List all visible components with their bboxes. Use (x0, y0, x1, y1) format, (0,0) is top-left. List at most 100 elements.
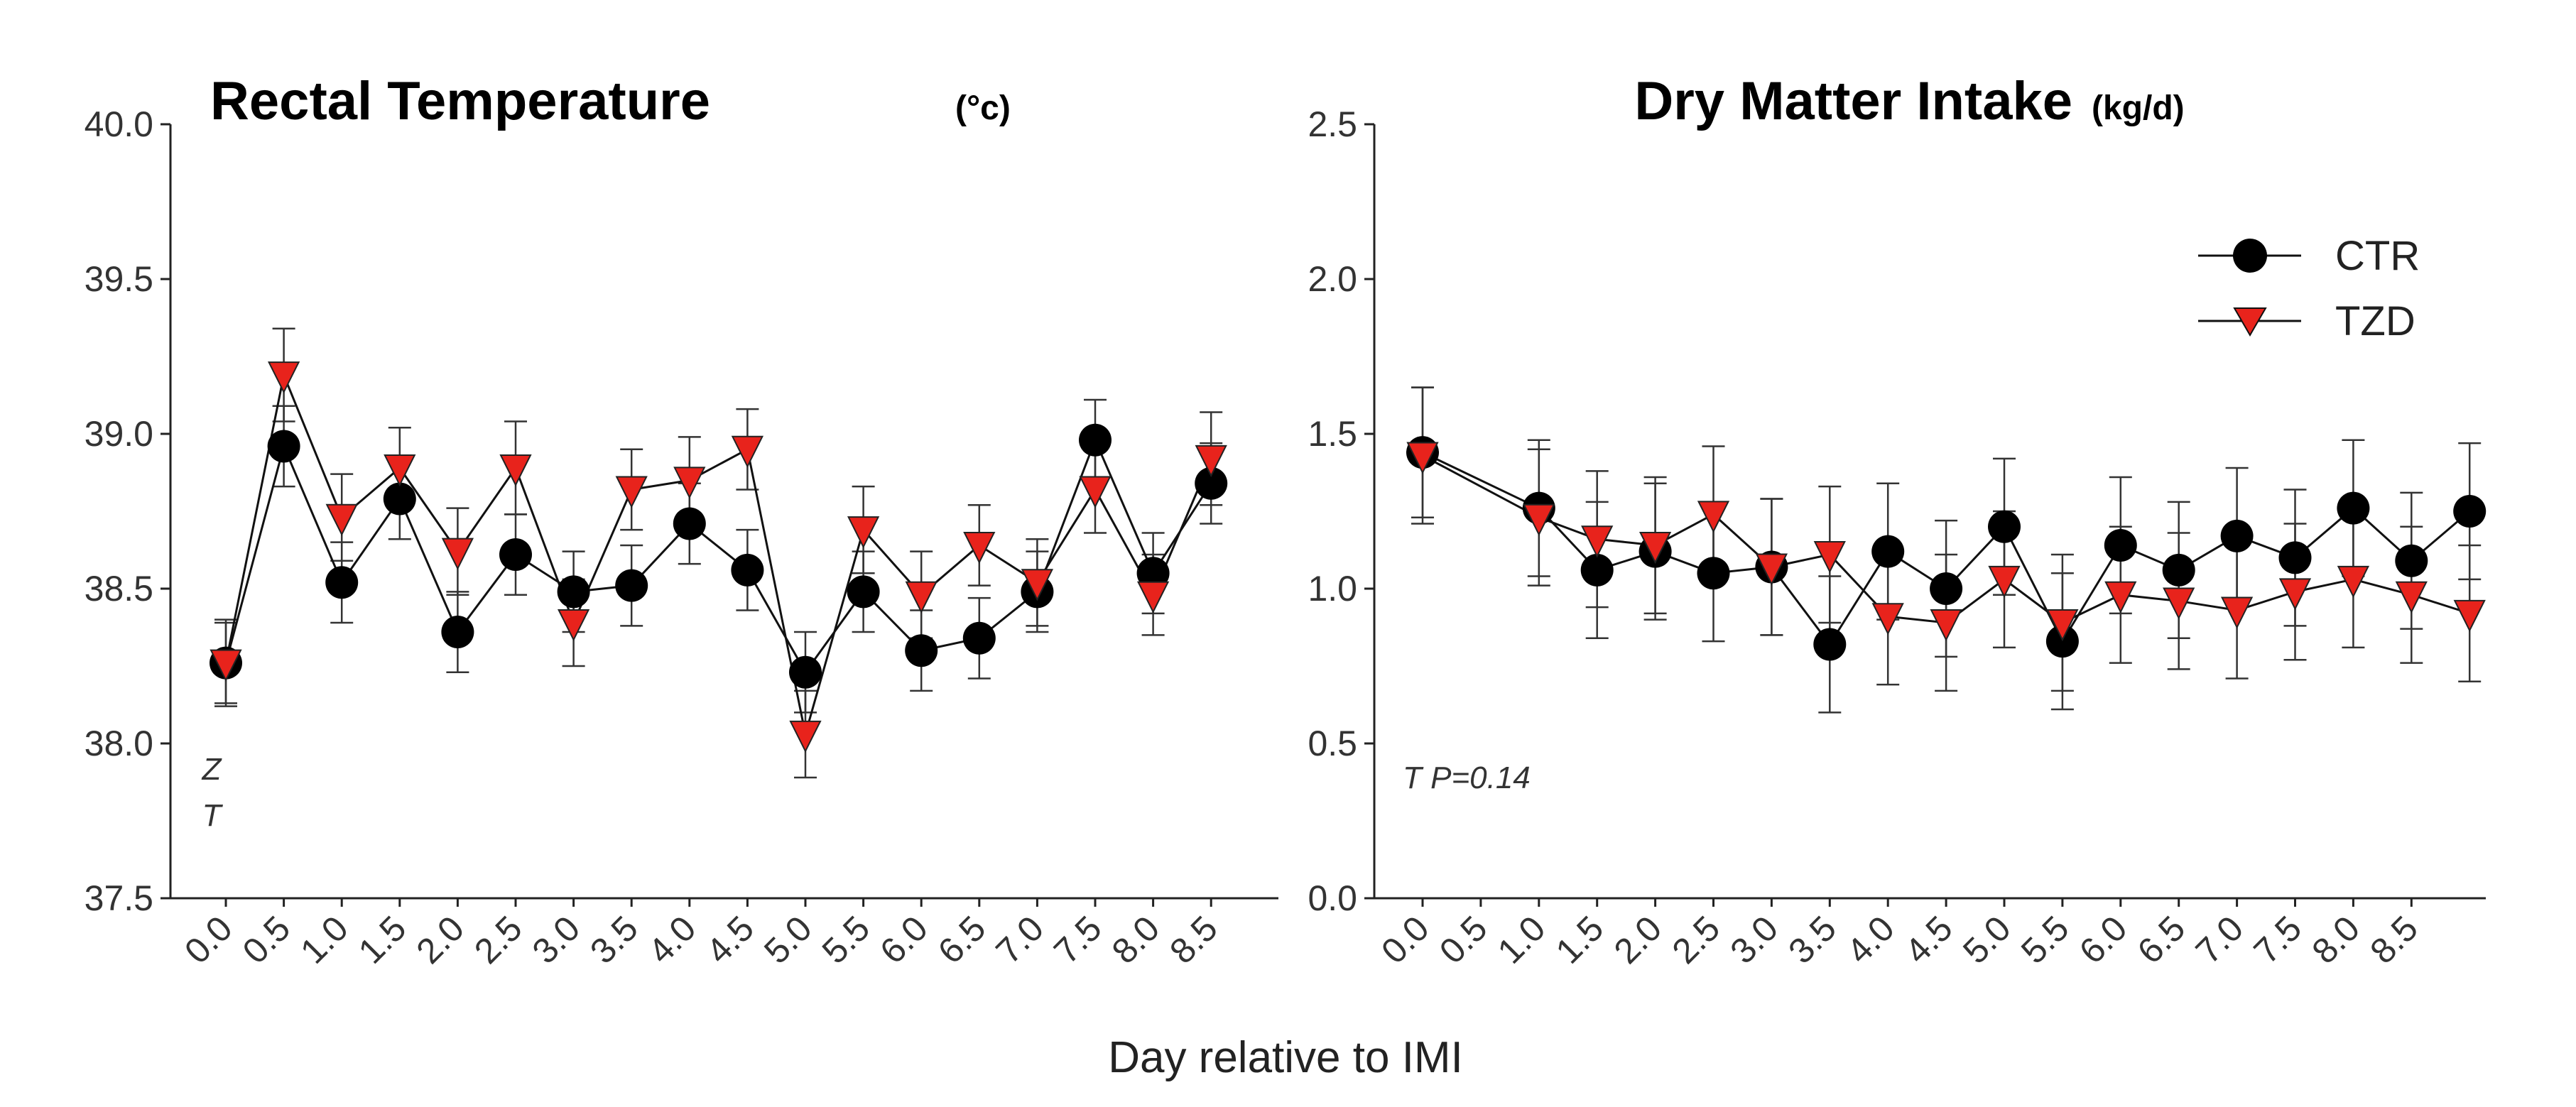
tzd-data-point (2220, 596, 2254, 629)
y-tick-label: 39.0 (85, 414, 153, 454)
y-tick-label: 40.0 (85, 104, 153, 144)
x-tick-label: 6.5 (2130, 908, 2193, 971)
tzd-data-point (557, 609, 590, 642)
x-tick-label: 0.0 (1374, 908, 1437, 971)
x-tick-label: 1.0 (293, 908, 356, 971)
x-tick-label: 2.5 (467, 908, 530, 971)
x-tick-label: 1.0 (1490, 908, 1553, 971)
legend-ctr-label: CTR (2335, 233, 2420, 279)
ctr-data-point (499, 538, 532, 572)
y-tick-label: 39.5 (85, 259, 153, 299)
rectal-temperature-title: Rectal Temperature (210, 71, 710, 131)
ctr-data-point (1697, 557, 1730, 590)
x-tick-label: 7.0 (2188, 908, 2251, 971)
left-series-markers (210, 361, 1228, 753)
ctr-data-point (2395, 544, 2428, 577)
ctr-data-point (2453, 495, 2487, 528)
x-tick-label: 8.5 (2362, 908, 2425, 971)
left-x-ticks: 0.00.51.01.52.02.53.03.54.04.55.05.56.06… (177, 898, 1225, 971)
tzd-data-point (1079, 476, 1112, 508)
tzd-data-point (1813, 541, 1846, 574)
ctr-data-point (731, 553, 764, 587)
tzd-data-point (1930, 609, 1962, 642)
y-tick-label: 0.0 (1308, 878, 1357, 918)
dry-matter-intake-unit: (kg/d) (2092, 89, 2185, 127)
x-axis-title: Day relative to IMI (1108, 1033, 1463, 1082)
y-tick-label: 37.5 (85, 878, 153, 918)
x-tick-label: 3.5 (582, 908, 646, 971)
left-error-bars (214, 327, 1223, 779)
tzd-data-point (384, 454, 416, 487)
tzd-data-point (441, 538, 474, 570)
ctr-data-point (1079, 423, 1112, 457)
tzd-data-point (2395, 581, 2428, 614)
x-tick-label: 3.5 (1781, 908, 1844, 971)
x-tick-label: 7.5 (1046, 908, 1109, 971)
x-tick-label: 0.0 (177, 908, 240, 971)
right-x-ticks: 0.00.51.01.52.02.53.03.54.04.55.05.56.06… (1374, 898, 2425, 971)
x-tick-label: 4.5 (698, 908, 761, 971)
tzd-data-point (905, 581, 938, 614)
tzd-data-point (1581, 525, 1614, 558)
x-tick-label: 6.0 (872, 908, 935, 971)
tzd-data-point (2278, 578, 2312, 611)
ctr-data-point (1988, 510, 2021, 543)
tzd-data-point (267, 361, 300, 394)
ctr-data-point (1813, 628, 1847, 661)
dry-matter-intake-panel: Dry Matter Intake (kg/d) 0.00.51.01.52.0… (1308, 71, 2487, 971)
x-tick-label: 0.5 (1432, 908, 1495, 971)
ctr-data-point (905, 634, 938, 667)
tzd-data-point (210, 649, 242, 682)
tzd-data-point (847, 516, 880, 549)
x-tick-label: 0.5 (235, 908, 298, 971)
tzd-data-point (2104, 581, 2137, 614)
tzd-data-point (2046, 609, 2079, 642)
tzd-data-point (2337, 565, 2370, 599)
x-tick-label: 8.0 (1104, 908, 1168, 971)
ctr-data-point (2162, 553, 2195, 587)
x-tick-label: 5.0 (1955, 908, 2018, 971)
tzd-data-point (1988, 565, 2021, 599)
x-tick-label: 5.5 (2013, 908, 2077, 971)
x-tick-label: 2.5 (1665, 908, 1728, 971)
y-tick-label: 2.0 (1308, 259, 1357, 299)
tzd-series-line (224, 371, 1212, 735)
y-tick-label: 1.5 (1308, 414, 1357, 454)
x-tick-label: 3.0 (525, 908, 588, 971)
tzd-data-point (1021, 569, 1054, 601)
tzd-data-point (1523, 503, 1555, 536)
x-tick-label: 2.0 (408, 908, 472, 971)
tzd-data-point (499, 454, 532, 487)
x-tick-label: 3.0 (1722, 908, 1786, 971)
right-error-bars (1411, 386, 2482, 714)
ctr-data-point (1195, 467, 1228, 500)
x-tick-label: 5.0 (756, 908, 820, 971)
y-tick-label: 38.0 (85, 724, 153, 763)
x-tick-label: 7.0 (988, 908, 1051, 971)
x-tick-label: 8.0 (2304, 908, 2367, 971)
left-series-lines (224, 371, 1212, 735)
tzd-data-point (615, 476, 648, 508)
x-tick-label: 2.0 (1607, 908, 1670, 971)
ctr-data-point (615, 569, 648, 602)
right-y-ticks: 0.0 0.5 1.0 1.5 2.0 2.5 (1308, 104, 1374, 918)
ctr-series-line (224, 437, 1212, 675)
y-tick-label: 0.5 (1308, 724, 1357, 763)
ctr-data-point (673, 507, 706, 540)
ctr-data-point (962, 621, 996, 655)
ctr-data-point (1871, 535, 1905, 568)
x-tick-label: 1.5 (351, 908, 414, 971)
y-tick-label: 1.0 (1308, 569, 1357, 609)
tzd-data-point (2163, 587, 2195, 620)
x-tick-label: 7.5 (2246, 908, 2310, 971)
x-tick-label: 8.5 (1162, 908, 1225, 971)
ctr-data-point (267, 430, 300, 463)
tzd-data-point (1697, 501, 1730, 533)
tzd-data-point (1755, 553, 1788, 586)
ctr-data-point (1136, 557, 1170, 590)
legend-ctr-marker (2233, 239, 2267, 273)
temp-annotation-z: Z (202, 752, 223, 787)
x-tick-label: 6.0 (2072, 908, 2135, 971)
